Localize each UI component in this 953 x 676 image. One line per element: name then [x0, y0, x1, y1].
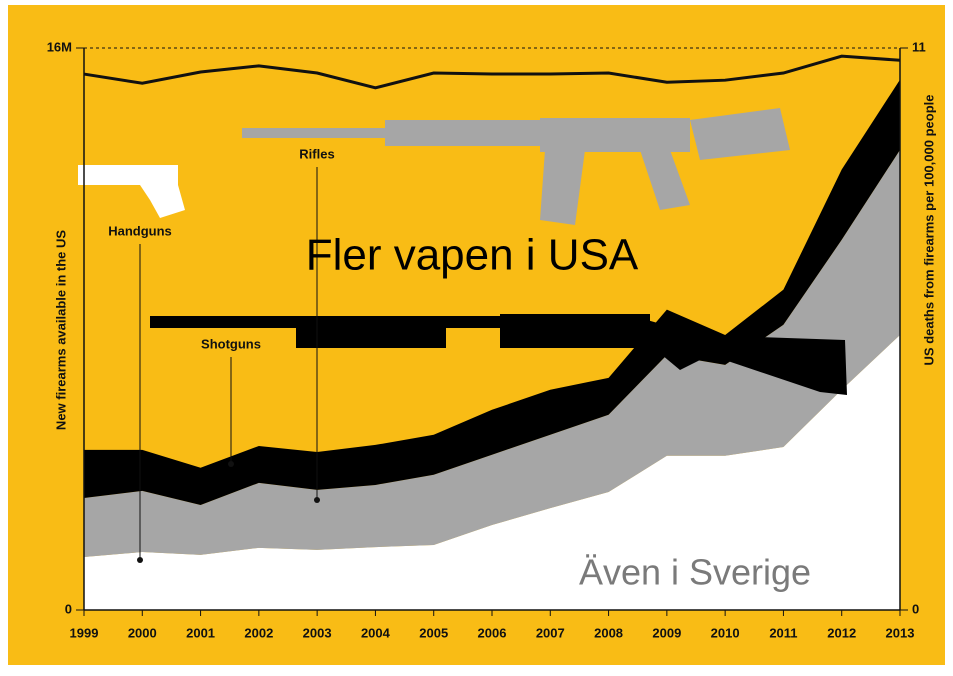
y2-tick-label: 0 [912, 601, 919, 616]
area [84, 149, 900, 557]
rifle-icon [242, 108, 790, 225]
overlay-subtitle: Även i Sverige [579, 552, 811, 593]
x-tick-label: 2010 [711, 625, 740, 640]
handgun-icon [78, 165, 185, 218]
overlay-title: Fler vapen i USA [306, 231, 639, 280]
y-axis-label: New firearms available in the US [53, 230, 68, 430]
callout-dot [228, 461, 234, 467]
callout-dot [137, 557, 143, 563]
x-tick-label: 2006 [478, 625, 507, 640]
callout-dot [314, 497, 320, 503]
x-tick-label: 2009 [652, 625, 681, 640]
axes: 0 16M 0 11 1999 2000 2001 2002 2003 2004 2005 2006 2… [47, 39, 937, 640]
x-tick-label: 2004 [361, 625, 391, 640]
series-label: Handguns [108, 223, 172, 238]
y-tick-label: 0 [65, 601, 72, 616]
y2-axis-label: US deaths from firearms per 100,000 peop… [921, 95, 936, 366]
x-tick-label: 2000 [128, 625, 157, 640]
y-tick-label: 16M [47, 39, 72, 54]
x-tick-label: 2012 [827, 625, 856, 640]
series-label: Rifles [299, 146, 334, 161]
deaths-line [83, 54, 901, 90]
x-tick-label: 2007 [536, 625, 565, 640]
x-tick-label: 2011 [769, 625, 797, 640]
shotgun-icon [150, 314, 847, 395]
x-tick-label: 2013 [886, 625, 915, 640]
x-tick-label: 2008 [594, 625, 623, 640]
x-tick-label: 1999 [70, 625, 99, 640]
series-label: Shotguns [201, 336, 261, 351]
area [84, 79, 900, 505]
x-tick-label: 2002 [244, 625, 273, 640]
gun-silhouettes [78, 108, 847, 395]
x-tick-label: 2001 [186, 625, 215, 640]
area [84, 334, 900, 610]
x-tick-label: 2003 [303, 625, 332, 640]
y2-tick-label: 11 [912, 39, 926, 54]
x-tick-label: 2005 [419, 625, 448, 640]
areas [84, 79, 900, 610]
